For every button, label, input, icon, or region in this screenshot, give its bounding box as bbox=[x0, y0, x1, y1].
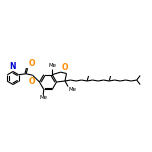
Text: Me: Me bbox=[48, 63, 56, 68]
Text: O: O bbox=[28, 59, 35, 68]
Text: O: O bbox=[61, 63, 68, 72]
Text: Me: Me bbox=[39, 95, 47, 100]
Text: N: N bbox=[9, 62, 16, 71]
Text: Me: Me bbox=[68, 87, 76, 92]
Text: O: O bbox=[29, 77, 35, 86]
